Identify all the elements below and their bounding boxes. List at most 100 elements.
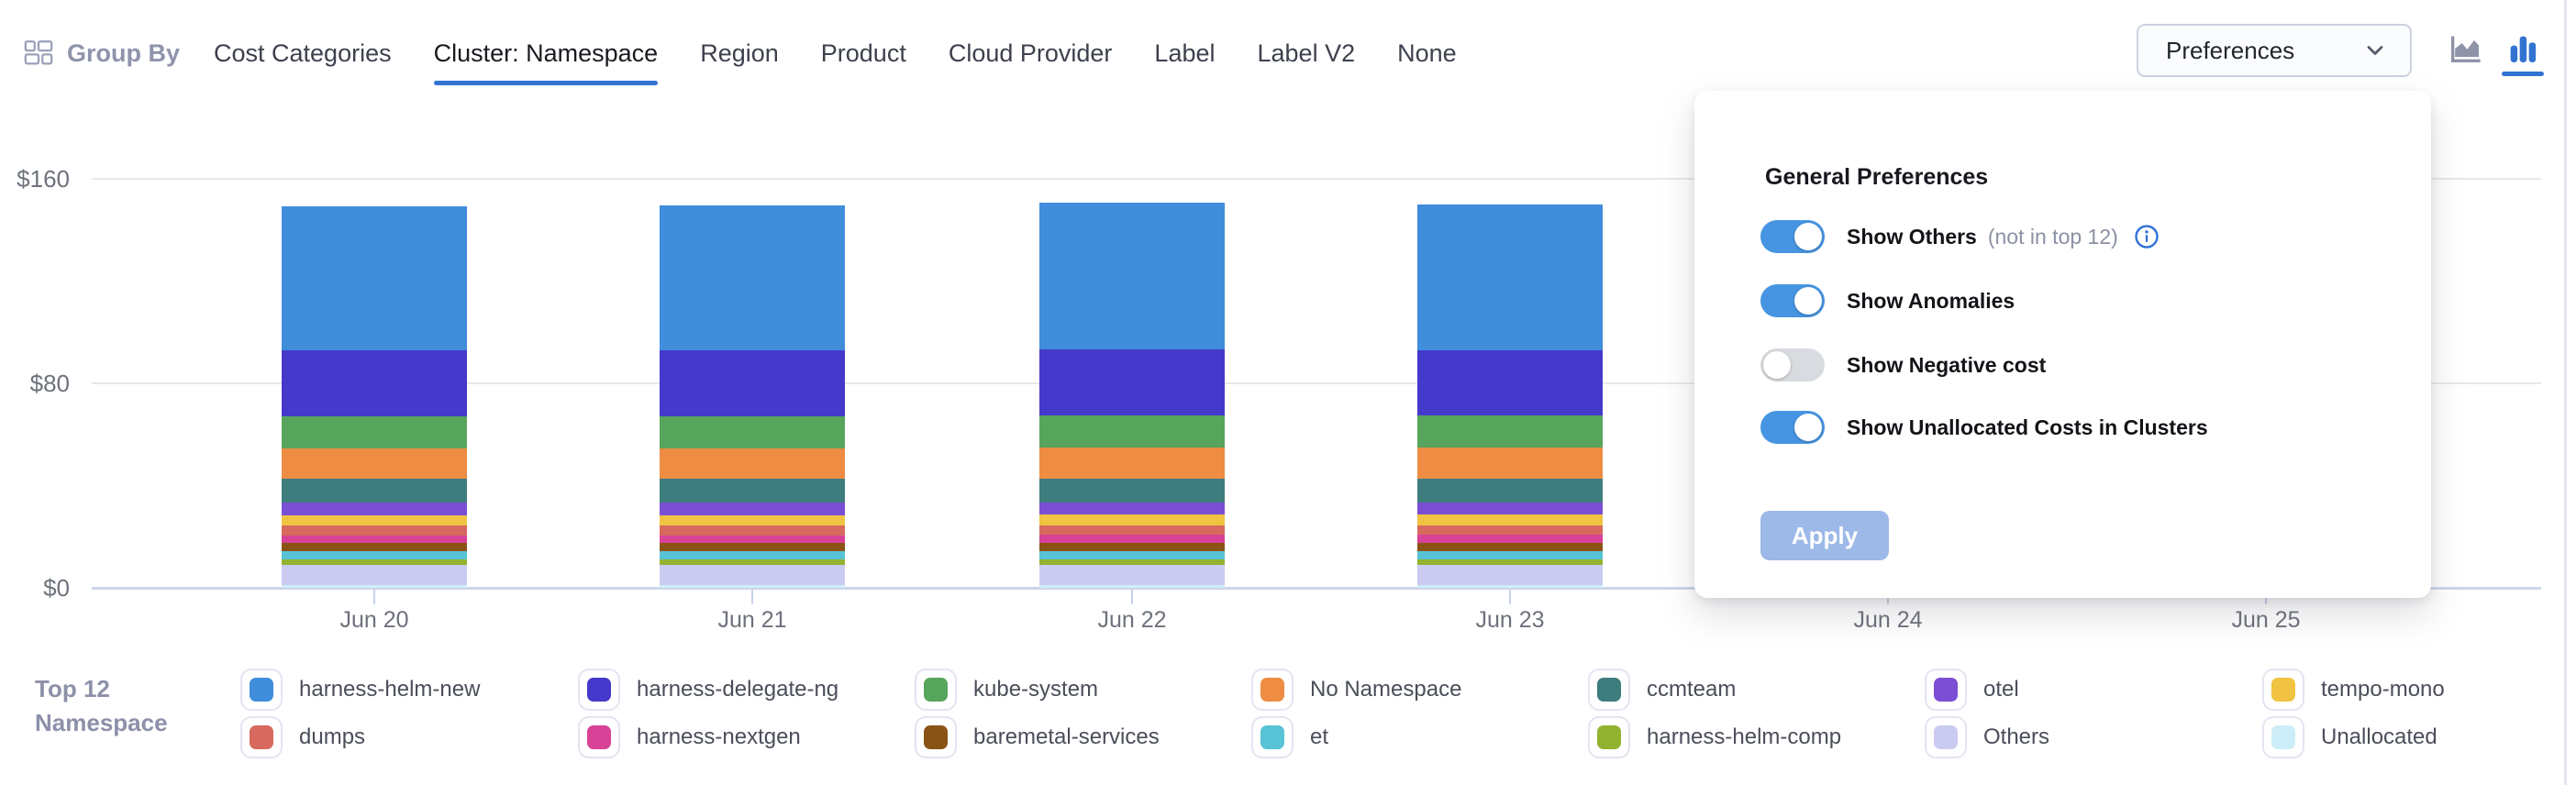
bar-segment-no-namespace[interactable] xyxy=(1039,448,1225,479)
bar-segment-harness-delegate-ng[interactable] xyxy=(1417,349,1603,416)
toggle-knob xyxy=(1794,287,1822,315)
legend-item-ccmteam[interactable]: ccmteam xyxy=(1588,669,1736,711)
bar-segment-otel[interactable] xyxy=(660,503,845,515)
bar-segment-ccmteam[interactable] xyxy=(282,478,467,503)
bar-segment-otel[interactable] xyxy=(282,503,467,515)
bar-segment-harness-helm-new[interactable] xyxy=(282,205,467,351)
y-axis-label: $80 xyxy=(29,370,70,397)
bar-segment-unallocated[interactable] xyxy=(660,585,845,588)
bar-segment-others[interactable] xyxy=(1039,564,1225,586)
bar-segment-tempo-mono[interactable] xyxy=(1417,514,1603,525)
tab-cloud-provider[interactable]: Cloud Provider xyxy=(948,39,1113,67)
bar-jun-23[interactable] xyxy=(1417,205,1603,588)
bar-segment-tempo-mono[interactable] xyxy=(282,514,467,525)
bar-segment-tempo-mono[interactable] xyxy=(1039,514,1225,525)
info-icon[interactable] xyxy=(2133,223,2160,250)
bar-segment-harness-helm-comp[interactable] xyxy=(282,558,467,565)
bar-segment-tempo-mono[interactable] xyxy=(660,514,845,525)
bar-segment-harness-helm-comp[interactable] xyxy=(660,558,845,565)
bar-segment-others[interactable] xyxy=(660,564,845,586)
bar-chart-icon[interactable] xyxy=(2503,29,2543,68)
bar-segment-no-namespace[interactable] xyxy=(660,448,845,479)
bar-segment-kube-system[interactable] xyxy=(1417,415,1603,448)
tab-cluster-namespace[interactable]: Cluster: Namespace xyxy=(433,33,659,85)
bar-segment-ccmteam[interactable] xyxy=(1039,478,1225,503)
area-chart-icon[interactable] xyxy=(2445,29,2485,68)
legend-item-dumps[interactable]: dumps xyxy=(240,716,365,758)
bar-segment-et[interactable] xyxy=(660,551,845,559)
legend-item-baremetal-services[interactable]: baremetal-services xyxy=(915,716,1160,758)
legend-item-label: harness-helm-comp xyxy=(1647,724,1842,749)
legend-color-chip xyxy=(2262,716,2304,758)
bar-segment-harness-helm-new[interactable] xyxy=(1039,203,1225,350)
bar-segment-unallocated[interactable] xyxy=(282,585,467,588)
bar-segment-baremetal-services[interactable] xyxy=(660,543,845,552)
legend-item-harness-delegate-ng[interactable]: harness-delegate-ng xyxy=(578,669,838,711)
toggle-show-unallocated-costs-in-clusters[interactable] xyxy=(1760,411,1825,444)
bar-segment-kube-system[interactable] xyxy=(660,415,845,448)
toggle-show-anomalies[interactable] xyxy=(1760,284,1825,317)
bar-jun-21[interactable] xyxy=(660,205,845,588)
bar-segment-ccmteam[interactable] xyxy=(660,478,845,503)
tab-label-v2[interactable]: Label V2 xyxy=(1257,39,1356,67)
bar-segment-harness-delegate-ng[interactable] xyxy=(1039,349,1225,416)
legend-color-chip xyxy=(240,669,283,711)
bar-segment-others[interactable] xyxy=(1417,564,1603,586)
apply-button[interactable]: Apply xyxy=(1760,511,1889,560)
bar-segment-dumps[interactable] xyxy=(282,525,467,536)
legend-item-et[interactable]: et xyxy=(1251,716,1328,758)
bar-segment-no-namespace[interactable] xyxy=(282,448,467,479)
bar-segment-dumps[interactable] xyxy=(1039,525,1225,536)
bar-segment-harness-nextgen[interactable] xyxy=(1039,535,1225,544)
legend-item-unallocated[interactable]: Unallocated xyxy=(2262,716,2437,758)
legend-item-others[interactable]: Others xyxy=(1925,716,2049,758)
bar-jun-20[interactable] xyxy=(282,205,467,588)
bar-segment-harness-helm-comp[interactable] xyxy=(1039,558,1225,565)
bar-segment-otel[interactable] xyxy=(1039,503,1225,515)
tab-none[interactable]: None xyxy=(1397,39,1457,67)
bar-segment-baremetal-services[interactable] xyxy=(1417,543,1603,552)
tab-product[interactable]: Product xyxy=(820,39,906,67)
bar-segment-dumps[interactable] xyxy=(1417,525,1603,536)
legend-item-no-namespace[interactable]: No Namespace xyxy=(1251,669,1461,711)
bar-segment-ccmteam[interactable] xyxy=(1417,478,1603,503)
bar-segment-harness-helm-new[interactable] xyxy=(1417,205,1603,350)
legend-item-harness-nextgen[interactable]: harness-nextgen xyxy=(578,716,801,758)
legend-item-harness-helm-comp[interactable]: harness-helm-comp xyxy=(1588,716,1841,758)
bar-jun-22[interactable] xyxy=(1039,203,1225,588)
x-axis-tick xyxy=(751,590,753,604)
bar-segment-harness-nextgen[interactable] xyxy=(282,535,467,544)
bar-segment-et[interactable] xyxy=(1417,551,1603,559)
bar-segment-baremetal-services[interactable] xyxy=(1039,543,1225,552)
toggle-show-negative-cost[interactable] xyxy=(1760,348,1825,381)
bar-segment-harness-delegate-ng[interactable] xyxy=(660,350,845,416)
preference-row: Show Negative cost xyxy=(1760,346,2046,384)
tab-label[interactable]: Label xyxy=(1154,39,1216,67)
legend-item-kube-system[interactable]: kube-system xyxy=(915,669,1098,711)
bar-segment-kube-system[interactable] xyxy=(282,415,467,448)
legend-item-otel[interactable]: otel xyxy=(1925,669,2019,711)
bar-segment-baremetal-services[interactable] xyxy=(282,543,467,552)
bar-segment-harness-helm-new[interactable] xyxy=(660,205,845,351)
bar-segment-unallocated[interactable] xyxy=(1417,585,1603,588)
legend-item-harness-helm-new[interactable]: harness-helm-new xyxy=(240,669,480,711)
preferences-button[interactable]: Preferences xyxy=(2137,24,2412,77)
bar-segment-no-namespace[interactable] xyxy=(1417,448,1603,479)
bar-segment-harness-nextgen[interactable] xyxy=(660,535,845,544)
toggle-show-others[interactable] xyxy=(1760,220,1825,253)
bar-segment-et[interactable] xyxy=(282,551,467,559)
preference-row: Show Others (not in top 12) xyxy=(1760,217,2160,256)
scrollbar-track[interactable] xyxy=(2564,0,2567,785)
bar-segment-harness-helm-comp[interactable] xyxy=(1417,558,1603,565)
bar-segment-et[interactable] xyxy=(1039,551,1225,559)
legend-item-tempo-mono[interactable]: tempo-mono xyxy=(2262,669,2445,711)
bar-segment-dumps[interactable] xyxy=(660,525,845,536)
bar-segment-others[interactable] xyxy=(282,564,467,586)
bar-segment-unallocated[interactable] xyxy=(1039,585,1225,588)
tab-cost-categories[interactable]: Cost Categories xyxy=(214,39,392,67)
bar-segment-harness-nextgen[interactable] xyxy=(1417,535,1603,544)
tab-region[interactable]: Region xyxy=(700,39,779,67)
bar-segment-otel[interactable] xyxy=(1417,503,1603,515)
bar-segment-harness-delegate-ng[interactable] xyxy=(282,350,467,416)
bar-segment-kube-system[interactable] xyxy=(1039,415,1225,448)
